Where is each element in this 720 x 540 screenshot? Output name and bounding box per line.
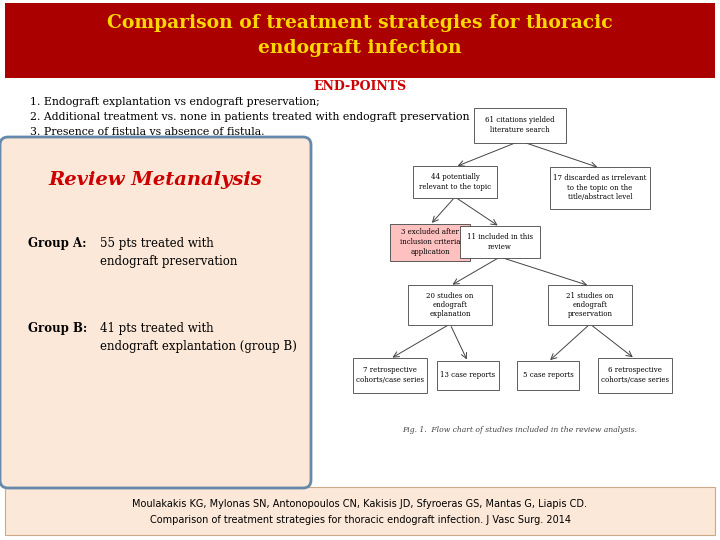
Text: Group A:: Group A: xyxy=(28,237,86,250)
Text: 1. Endograft explantation vs endograft preservation;: 1. Endograft explantation vs endograft p… xyxy=(30,97,320,107)
Text: Review Metanalysis: Review Metanalysis xyxy=(48,171,262,189)
FancyBboxPatch shape xyxy=(548,285,632,325)
Text: 21 studies on
endograft
preservation: 21 studies on endograft preservation xyxy=(567,292,613,319)
Text: 2. Additional treatment vs. none in patients treated with endograft preservation: 2. Additional treatment vs. none in pati… xyxy=(30,112,469,122)
Text: Comparison of treatment strategies for thoracic endograft infection. J Vasc Surg: Comparison of treatment strategies for t… xyxy=(150,515,570,525)
FancyBboxPatch shape xyxy=(437,361,499,389)
FancyBboxPatch shape xyxy=(517,361,579,389)
Text: 17 discarded as irrelevant
to the topic on the
title/abstract level: 17 discarded as irrelevant to the topic … xyxy=(553,174,647,201)
Text: 7 retrospective
cohorts/case series: 7 retrospective cohorts/case series xyxy=(356,366,424,384)
FancyBboxPatch shape xyxy=(5,3,715,78)
FancyBboxPatch shape xyxy=(390,224,470,260)
FancyBboxPatch shape xyxy=(0,137,311,488)
FancyBboxPatch shape xyxy=(474,107,566,143)
Text: Comparison of treatment strategies for thoracic: Comparison of treatment strategies for t… xyxy=(107,14,613,32)
Text: endograft infection: endograft infection xyxy=(258,39,462,57)
FancyBboxPatch shape xyxy=(413,166,497,198)
FancyBboxPatch shape xyxy=(598,357,672,393)
Text: 20 studies on
endograft
explanation: 20 studies on endograft explanation xyxy=(426,292,474,319)
Text: 55 pts treated with
endograft preservation: 55 pts treated with endograft preservati… xyxy=(100,237,238,268)
Text: 61 citations yielded
literature search: 61 citations yielded literature search xyxy=(485,116,555,134)
FancyBboxPatch shape xyxy=(353,357,427,393)
FancyBboxPatch shape xyxy=(5,487,715,535)
Text: 41 pts treated with
endograft explantation (group B): 41 pts treated with endograft explantati… xyxy=(100,322,297,353)
Text: Moulakakis KG, Mylonas SN, Antonopoulos CN, Kakisis JD, Sfyroeras GS, Mantas G, : Moulakakis KG, Mylonas SN, Antonopoulos … xyxy=(132,499,588,509)
Text: END-POINTS: END-POINTS xyxy=(313,79,407,92)
Text: 3. Presence of fistula vs absence of fistula.: 3. Presence of fistula vs absence of fis… xyxy=(30,127,264,137)
FancyBboxPatch shape xyxy=(460,226,540,258)
Text: 13 case reports: 13 case reports xyxy=(441,371,495,379)
Text: 3 excluded after
inclusion criteria
application: 3 excluded after inclusion criteria appl… xyxy=(400,228,460,255)
Text: 6 retrospective
cohorts/case series: 6 retrospective cohorts/case series xyxy=(601,366,669,384)
FancyBboxPatch shape xyxy=(550,167,650,209)
Text: Group B:: Group B: xyxy=(28,322,87,335)
Text: 11 included in this
review: 11 included in this review xyxy=(467,233,533,251)
Text: 44 potentially
relevant to the topic: 44 potentially relevant to the topic xyxy=(419,173,491,191)
Text: 5 case reports: 5 case reports xyxy=(523,371,573,379)
FancyBboxPatch shape xyxy=(408,285,492,325)
Text: Fig. 1.  Flow chart of studies included in the review analysis.: Fig. 1. Flow chart of studies included i… xyxy=(402,426,637,434)
